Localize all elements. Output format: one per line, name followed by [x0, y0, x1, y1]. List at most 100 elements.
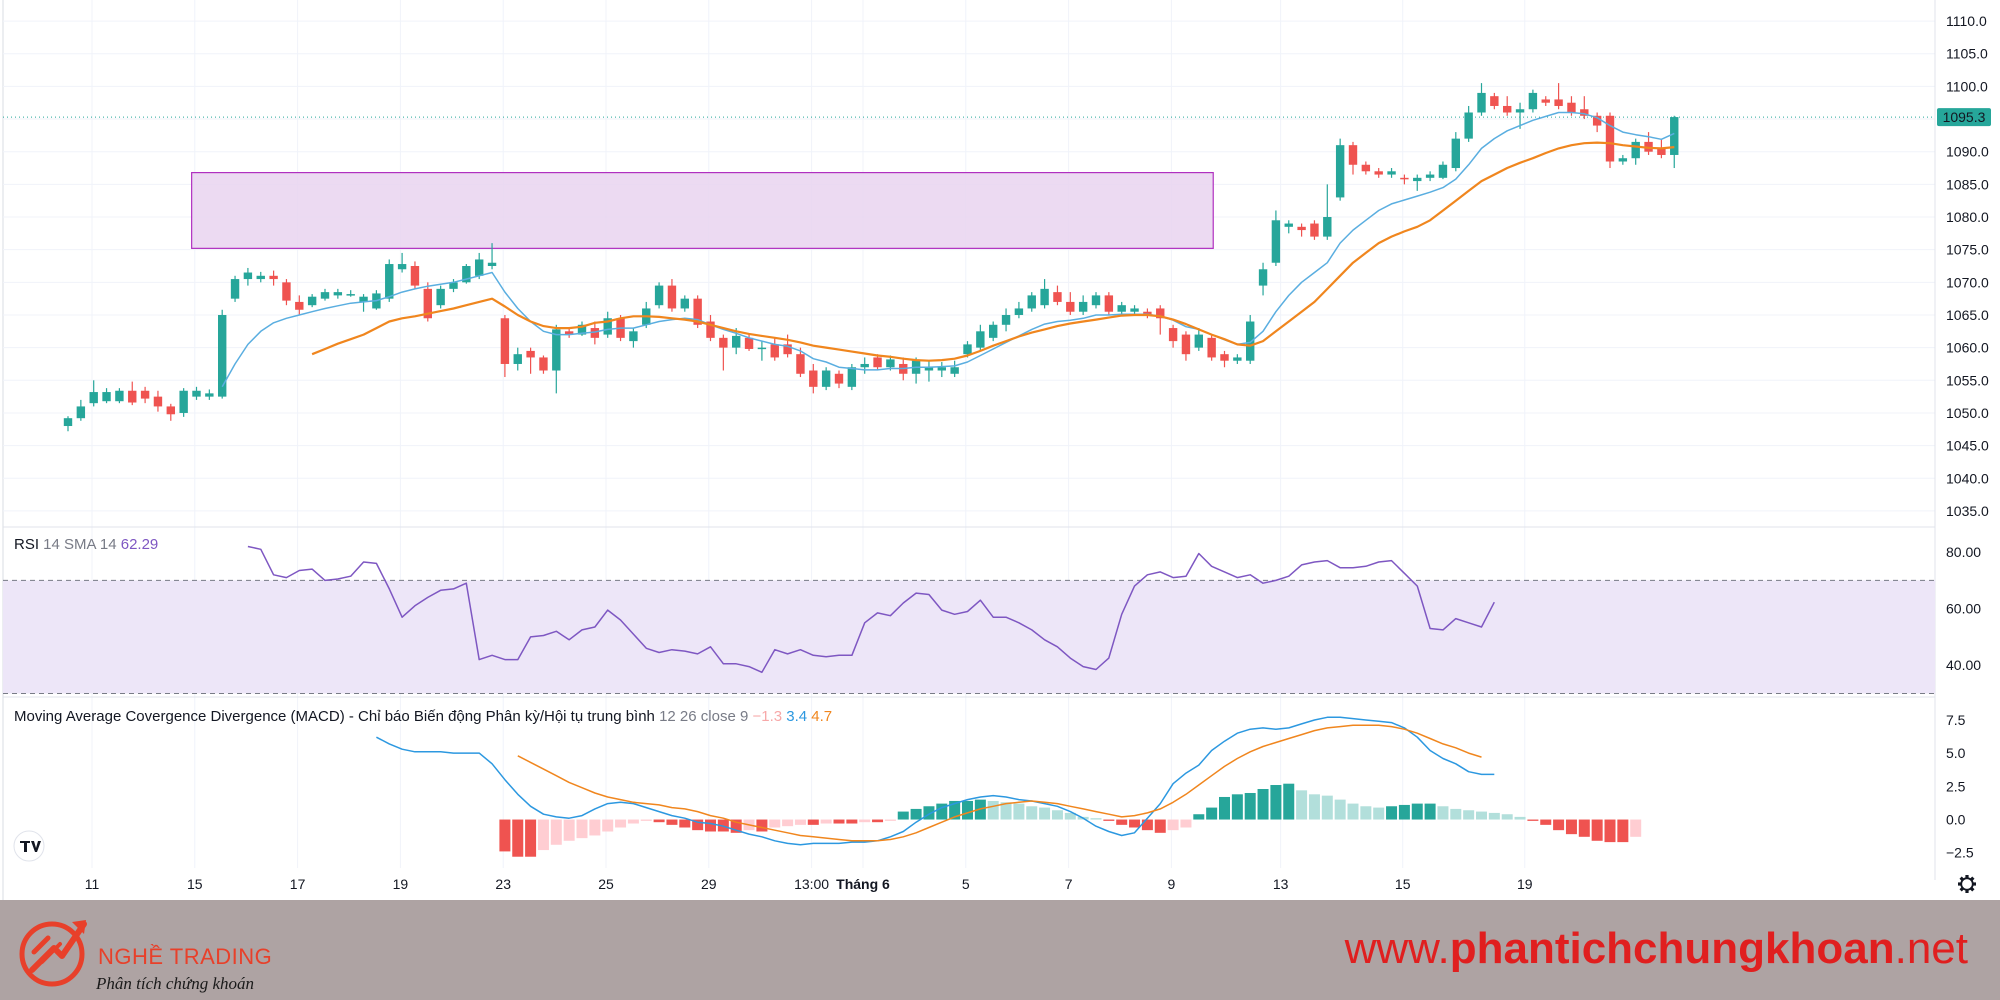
- macd-histogram-bar: [1090, 818, 1102, 820]
- chart-canvas[interactable]: 1110.01105.01100.01095.01090.01085.01080…: [0, 0, 2000, 900]
- candle-body: [295, 301, 304, 310]
- macd-legend-part: 12 26 close 9: [659, 708, 752, 725]
- price-tick-label: 1085.0: [1946, 176, 1989, 192]
- macd-histogram-bar: [1411, 803, 1423, 820]
- candle-body: [667, 285, 677, 309]
- tradingview-logo-glyph: [20, 841, 41, 852]
- candle-body: [796, 354, 805, 374]
- candle-body: [1335, 145, 1345, 198]
- candle-body: [1477, 92, 1486, 113]
- candle-body: [1605, 115, 1615, 162]
- macd-histogram-bar: [1180, 819, 1192, 828]
- macd-histogram-bar: [1514, 816, 1526, 820]
- macd-histogram-bar: [1398, 804, 1410, 820]
- candle-body: [680, 298, 689, 309]
- candle-body: [1181, 334, 1191, 355]
- macd-histogram-bar: [692, 819, 704, 831]
- candle-body: [770, 344, 779, 358]
- macd-histogram-bar: [525, 819, 537, 857]
- price-tick-label: 1035.0: [1946, 503, 1989, 519]
- macd-histogram-bar: [949, 800, 961, 820]
- macd-tick-label: 0.0: [1946, 812, 1966, 828]
- candle-body: [526, 350, 535, 358]
- candle-body: [1104, 295, 1114, 312]
- macd-histogram-bar: [1463, 810, 1475, 820]
- candle-body: [1310, 223, 1319, 237]
- settings-gear-icon[interactable]: [1958, 875, 1976, 893]
- macd-histogram-bar: [884, 819, 896, 821]
- candle-body: [1168, 328, 1178, 342]
- macd-histogram-bar: [794, 819, 806, 825]
- macd-histogram-bar: [653, 819, 665, 823]
- candle-body: [1091, 295, 1101, 306]
- candle-body: [1014, 308, 1024, 315]
- candle-body: [1400, 177, 1409, 180]
- time-tick-label: 19: [393, 876, 409, 892]
- macd-histogram-bar: [1296, 790, 1308, 820]
- macd-histogram-bar: [1476, 811, 1487, 820]
- macd-histogram-bar: [499, 819, 511, 852]
- time-tick-label: 13: [1273, 876, 1289, 892]
- tradingview-logo-bg: [13, 830, 45, 862]
- price-tick-label: 1075.0: [1946, 242, 1989, 258]
- candle-body: [1503, 105, 1512, 113]
- time-tick-label: 23: [495, 876, 511, 892]
- macd-histogram-bar: [987, 800, 999, 820]
- candle-body: [809, 370, 818, 387]
- candle-body: [847, 367, 857, 387]
- macd-histogram-bar: [1617, 819, 1629, 843]
- macd-histogram-bar: [1064, 812, 1076, 820]
- candle-body: [1027, 295, 1036, 309]
- candle-body: [333, 292, 343, 296]
- site-url[interactable]: www.phantichchungkhoan.net: [1345, 924, 1968, 974]
- candle-body: [1657, 148, 1666, 155]
- rsi-legend-part: 62.29: [121, 536, 159, 553]
- time-tick-label: 17: [290, 876, 306, 892]
- candle-body: [950, 367, 959, 374]
- macd-histogram-bar: [1591, 819, 1603, 841]
- macd-histogram-bar: [1424, 803, 1436, 820]
- macd-histogram-bar: [923, 806, 935, 820]
- candle-body: [320, 292, 330, 299]
- time-tick-label: 15: [187, 876, 203, 892]
- footer-banner: NGHỀ TRADING Phân tích chứng khoán www.p…: [0, 900, 2000, 1000]
- macd-histogram-bar: [1540, 819, 1552, 825]
- candle-body: [783, 344, 792, 355]
- macd-histogram-bar: [1219, 796, 1230, 820]
- macd-histogram-bar: [1206, 807, 1218, 820]
- candle-body: [102, 392, 111, 402]
- candle-body: [1323, 217, 1332, 237]
- candle-body: [475, 259, 484, 276]
- candle-body: [1130, 308, 1139, 312]
- time-tick-label: 13:00: [794, 876, 829, 892]
- candle-body: [744, 337, 754, 349]
- candle-body: [462, 266, 471, 283]
- price-tick-label: 1060.0: [1946, 340, 1989, 356]
- macd-histogram-bar: [1244, 792, 1256, 820]
- candle-body: [1464, 112, 1473, 139]
- time-tick-label: 15: [1395, 876, 1411, 892]
- candle-body: [924, 367, 934, 371]
- macd-histogram-bar: [1630, 819, 1642, 837]
- macd-histogram-bar: [1527, 819, 1539, 821]
- macd-histogram-bar: [859, 819, 871, 823]
- candle-body: [1374, 171, 1383, 175]
- brand-tagline: Phân tích chứng khoán: [96, 974, 254, 993]
- chart-area[interactable]: 1110.01105.01100.01095.01090.01085.01080…: [0, 0, 2000, 900]
- macd-histogram-bar: [1231, 794, 1243, 820]
- macd-histogram-bar: [1270, 785, 1282, 820]
- price-tick-label: 1055.0: [1946, 372, 1989, 388]
- candle-body: [860, 363, 869, 368]
- candle-body: [1348, 145, 1358, 165]
- candle-body: [140, 390, 150, 399]
- macd-histogram-bar: [640, 819, 652, 821]
- candle-body: [1117, 305, 1126, 312]
- candle-body: [436, 288, 445, 306]
- candle-body: [1271, 220, 1281, 263]
- macd-histogram-bar: [1257, 789, 1269, 820]
- candle-body: [976, 331, 985, 348]
- candle-body: [269, 275, 278, 280]
- macd-histogram-bar: [820, 819, 832, 824]
- site-url-prefix: www.: [1344, 924, 1450, 973]
- macd-histogram-bar: [1437, 806, 1449, 820]
